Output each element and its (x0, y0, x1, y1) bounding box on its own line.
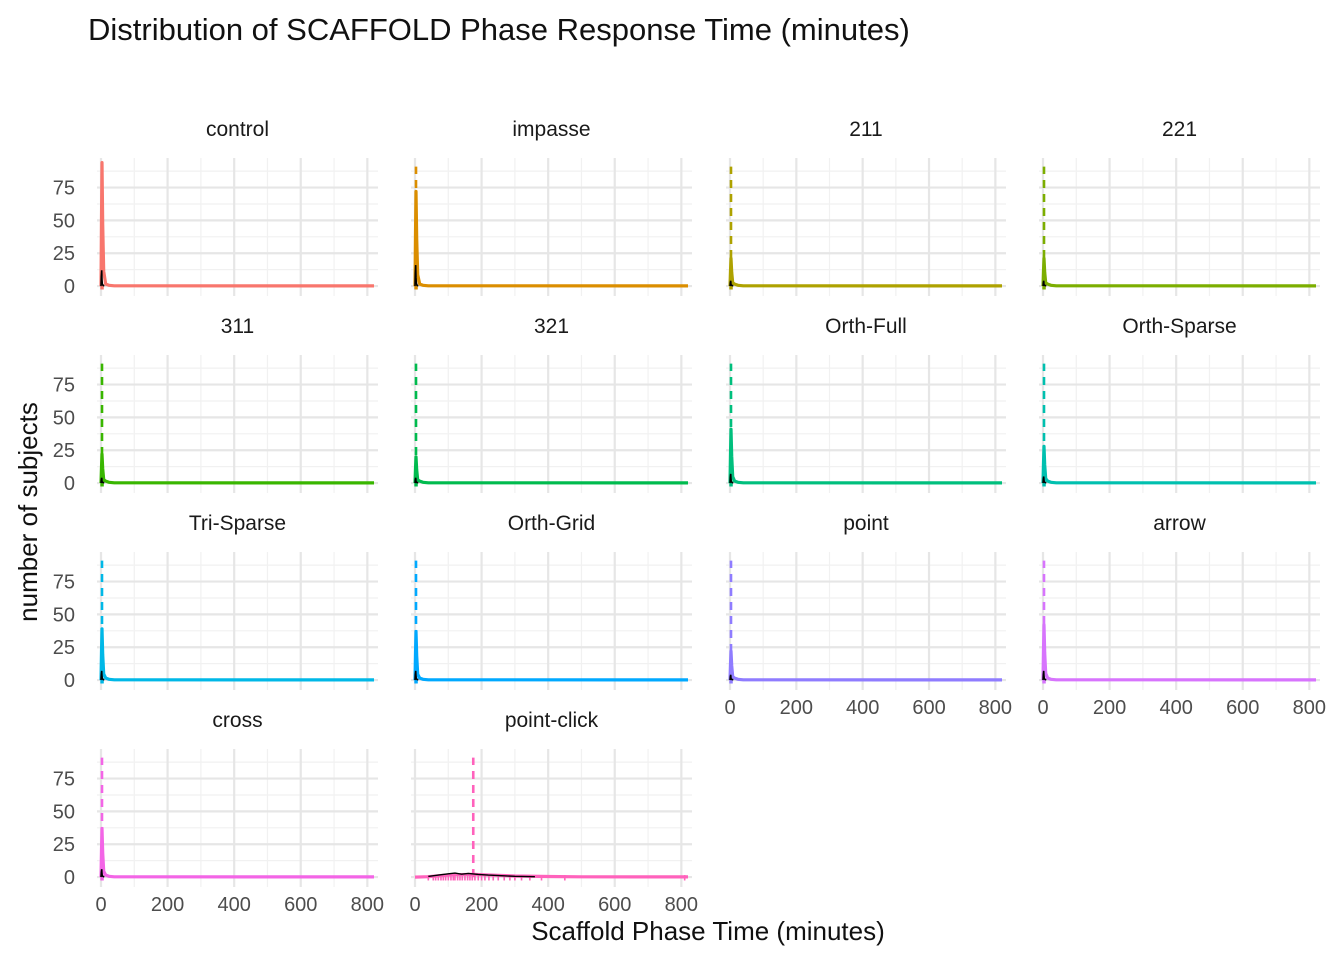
facet-strip-label: impasse (512, 118, 590, 141)
density-curve (99, 826, 375, 879)
facet-panel-orth-full: Orth-Full (726, 315, 1006, 493)
facet-panel-311: 311 0 25 50 75 (53, 315, 378, 495)
density-curve (728, 256, 1003, 288)
facet-panel-tri-sparse: Tri-Sparse 0 25 50 75 (53, 512, 378, 692)
facet-panels: control 0 25 50 75 impasse 211 221 311 0 25 50 75 321… (53, 118, 1326, 916)
y-tick-label: 0 (64, 276, 75, 298)
y-tick-label: 25 (53, 243, 75, 265)
count-outline (100, 477, 105, 484)
x-tick-label: 600 (598, 894, 631, 916)
facet-strip-label: 311 (221, 315, 254, 338)
x-tick-label: 200 (1093, 697, 1126, 719)
count-outline (100, 270, 105, 287)
count-outline (414, 265, 419, 287)
density-curve (99, 452, 375, 485)
x-tick-label: 400 (1159, 697, 1192, 719)
y-tick-label: 75 (53, 572, 75, 594)
y-tick-label: 50 (53, 210, 75, 232)
x-tick-label: 200 (780, 697, 813, 719)
facet-panel-221: 221 (1039, 118, 1320, 296)
x-tick-label: 0 (95, 894, 106, 916)
x-tick-label: 400 (217, 894, 250, 916)
y-tick-label: 75 (53, 375, 75, 397)
density-curve (728, 649, 1003, 682)
facet-panel-orth-sparse: Orth-Sparse (1039, 315, 1320, 493)
x-tick-label: 0 (724, 697, 735, 719)
y-tick-label: 50 (53, 801, 75, 823)
facet-strip-label: point (843, 512, 889, 535)
x-tick-label: 800 (1293, 697, 1326, 719)
facet-panel-arrow: arrow 0 200 400 600 800 (1037, 512, 1326, 719)
count-outline (428, 872, 535, 878)
x-tick-label: 0 (1037, 697, 1048, 719)
x-tick-label: 400 (846, 697, 879, 719)
y-tick-label: 0 (64, 473, 75, 495)
x-tick-label: 400 (531, 894, 564, 916)
x-tick-label: 800 (665, 894, 698, 916)
facet-strip-label: Orth-Sparse (1122, 315, 1236, 338)
x-tick-label: 200 (151, 894, 184, 916)
x-tick-label: 600 (1226, 697, 1259, 719)
density-curve (1041, 623, 1317, 682)
count-outline (1042, 280, 1047, 287)
facet-strip-label: cross (212, 709, 262, 732)
count-outline (100, 670, 105, 681)
density-curve (728, 427, 1003, 485)
facet-panel-orth-grid: Orth-Grid (411, 512, 692, 690)
facet-strip-label: Orth-Full (825, 315, 907, 338)
facet-panel-point-click: point-click 0 200 400 600 800 (409, 709, 698, 916)
x-tick-label: 600 (284, 894, 317, 916)
x-tick-label: 600 (912, 697, 945, 719)
y-axis-title: number of subjects (13, 402, 43, 622)
count-outline (414, 477, 419, 484)
facet-panel-321: 321 (411, 315, 692, 493)
count-outline (1042, 670, 1047, 681)
x-tick-label: 200 (465, 894, 498, 916)
facet-strip-label: Tri-Sparse (189, 512, 286, 535)
x-tick-label: 800 (351, 894, 384, 916)
y-tick-label: 75 (53, 178, 75, 200)
facet-panel-211: 211 (726, 118, 1006, 296)
density-curve (1041, 444, 1317, 485)
y-tick-label: 0 (64, 670, 75, 692)
count-outline (100, 869, 105, 878)
count-outline (729, 280, 734, 287)
density-curve (1041, 256, 1317, 288)
density-curve (99, 161, 375, 288)
y-tick-label: 75 (53, 769, 75, 791)
density-curve (413, 455, 689, 485)
count-outline (729, 674, 734, 681)
facet-strip-label: Orth-Grid (508, 512, 596, 535)
facet-strip-label: control (206, 118, 269, 141)
chart-title: Distribution of SCAFFOLD Phase Response … (88, 12, 910, 47)
density-curve (413, 189, 689, 288)
facet-panel-control: control 0 25 50 75 (53, 118, 378, 298)
density-curve (99, 627, 375, 682)
x-tick-label: 800 (979, 697, 1012, 719)
density-curve (413, 629, 689, 682)
facet-strip-label: point-click (505, 709, 599, 732)
x-axis-title: Scaffold Phase Time (minutes) (531, 916, 885, 946)
facet-strip-label: arrow (1153, 512, 1206, 535)
facet-strip-label: 321 (534, 315, 569, 338)
count-outline (1042, 476, 1047, 484)
facet-strip-label: 211 (849, 118, 882, 141)
facet-panel-point: point 0 200 400 600 800 (724, 512, 1012, 719)
facet-panel-impasse: impasse (411, 118, 692, 296)
x-tick-label: 0 (409, 894, 420, 916)
y-tick-label: 0 (64, 867, 75, 889)
count-outline (729, 473, 734, 484)
y-tick-label: 50 (53, 407, 75, 429)
facet-strip-label: 221 (1162, 118, 1197, 141)
count-outline (414, 670, 419, 681)
y-tick-label: 25 (53, 440, 75, 462)
y-tick-label: 25 (53, 834, 75, 856)
y-tick-label: 50 (53, 604, 75, 626)
facet-panel-cross: cross 0 25 50 75 0 200 400 600 800 (53, 709, 384, 916)
y-tick-label: 25 (53, 637, 75, 659)
